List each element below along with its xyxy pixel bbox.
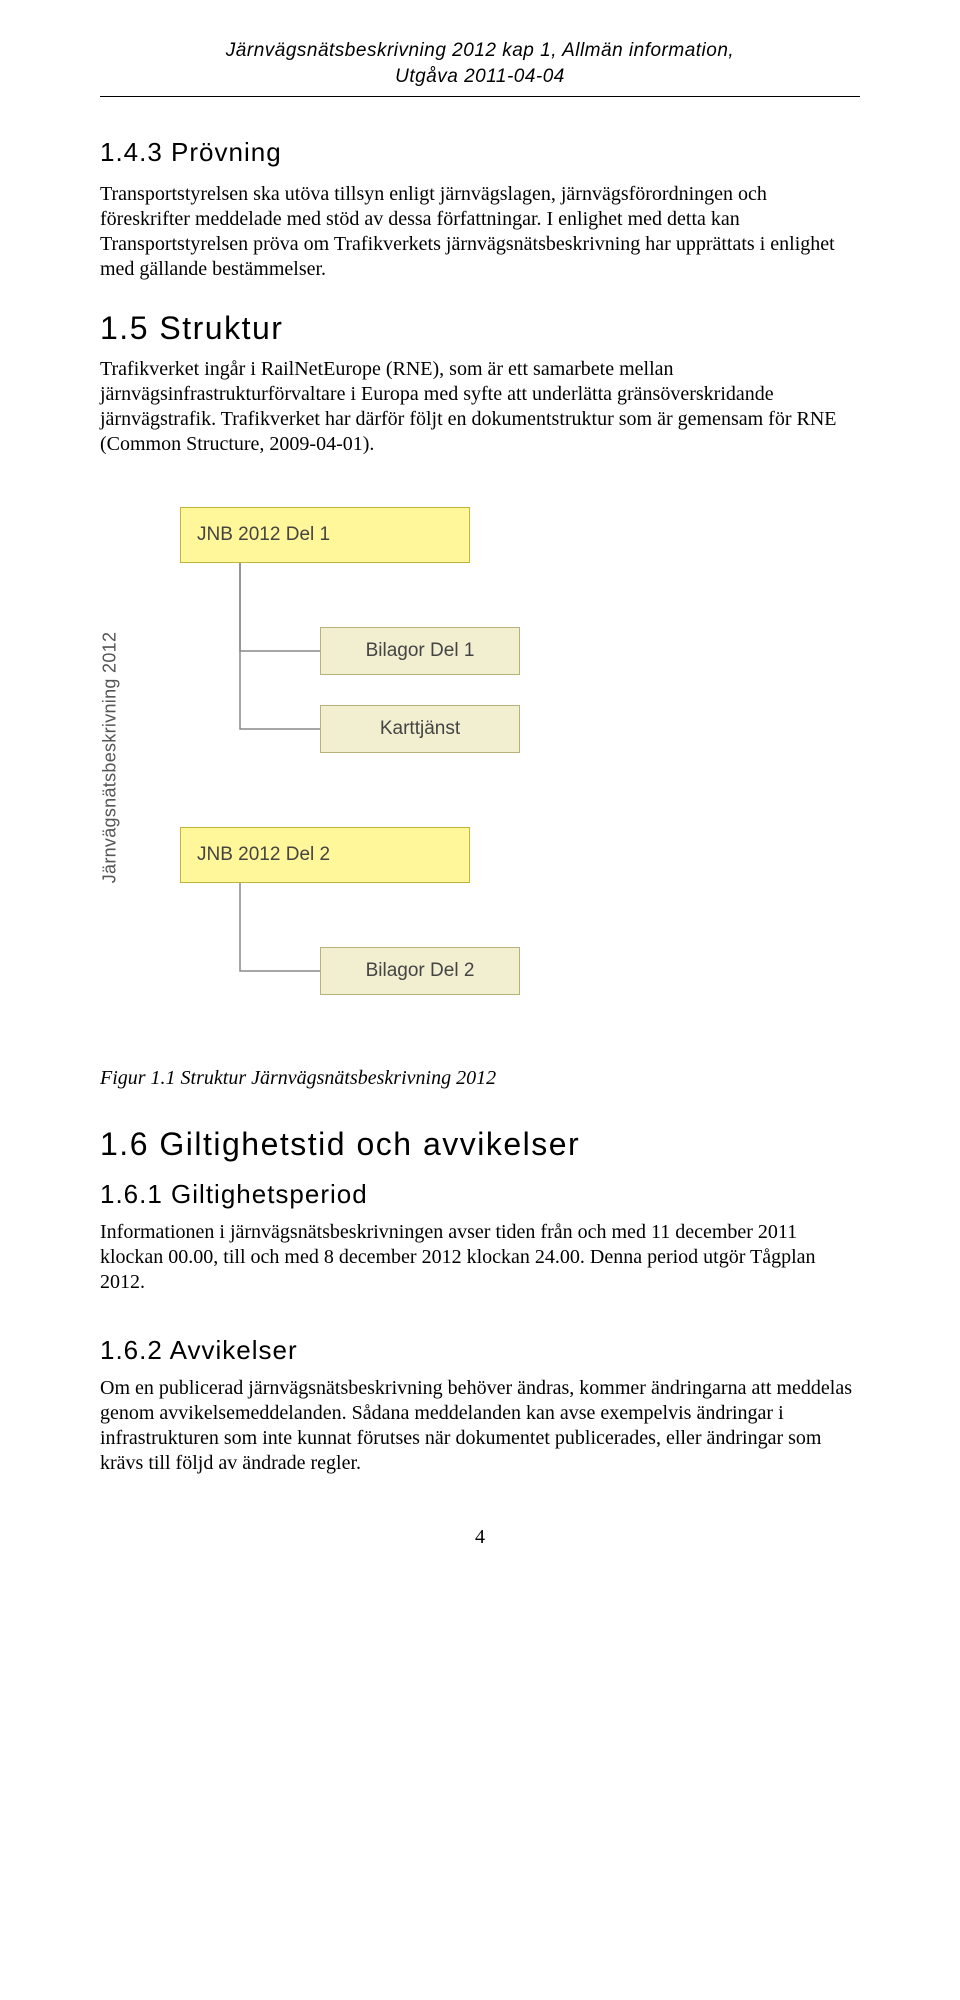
header-line-1: Järnvägsnätsbeskrivning 2012 kap 1, Allm… [100, 40, 860, 62]
paragraph-1-6-1: Informationen i järnvägsnätsbeskrivninge… [100, 1220, 860, 1295]
connector-line [240, 563, 320, 651]
diagram-node-kart: Karttjänst [320, 705, 520, 753]
diagram-node-del2: JNB 2012 Del 2 [180, 827, 470, 883]
header-rule [100, 96, 860, 97]
heading-1-5: 1.5 Struktur [100, 310, 860, 347]
heading-1-6-2: 1.6.2 Avvikelser [100, 1335, 860, 1366]
paragraph-1-4-3: Transportstyrelsen ska utöva tillsyn enl… [100, 182, 860, 282]
paragraph-1-6-2: Om en publicerad järnvägsnätsbeskrivning… [100, 1376, 860, 1476]
heading-1-6-1: 1.6.1 Giltighetsperiod [100, 1179, 860, 1210]
document-page: Järnvägsnätsbeskrivning 2012 kap 1, Allm… [0, 0, 960, 1609]
diagram-node-bilagor2: Bilagor Del 2 [320, 947, 520, 995]
heading-1-6: 1.6 Giltighetstid och avvikelser [100, 1126, 860, 1163]
page-number: 4 [100, 1526, 860, 1549]
structure-diagram: Järnvägsnätsbeskrivning 2012 JNB 2012 De… [100, 487, 640, 1047]
heading-1-4-3: 1.4.3 Prövning [100, 137, 860, 168]
connector-line [240, 563, 320, 729]
connector-line [240, 883, 320, 971]
diagram-node-bilagor1: Bilagor Del 1 [320, 627, 520, 675]
header-line-2: Utgåva 2011-04-04 [100, 66, 860, 88]
paragraph-1-5: Trafikverket ingår i RailNetEurope (RNE)… [100, 357, 860, 457]
figure-caption: Figur 1.1 Struktur Järnvägsnätsbeskrivni… [100, 1067, 860, 1090]
diagram-node-del1: JNB 2012 Del 1 [180, 507, 470, 563]
